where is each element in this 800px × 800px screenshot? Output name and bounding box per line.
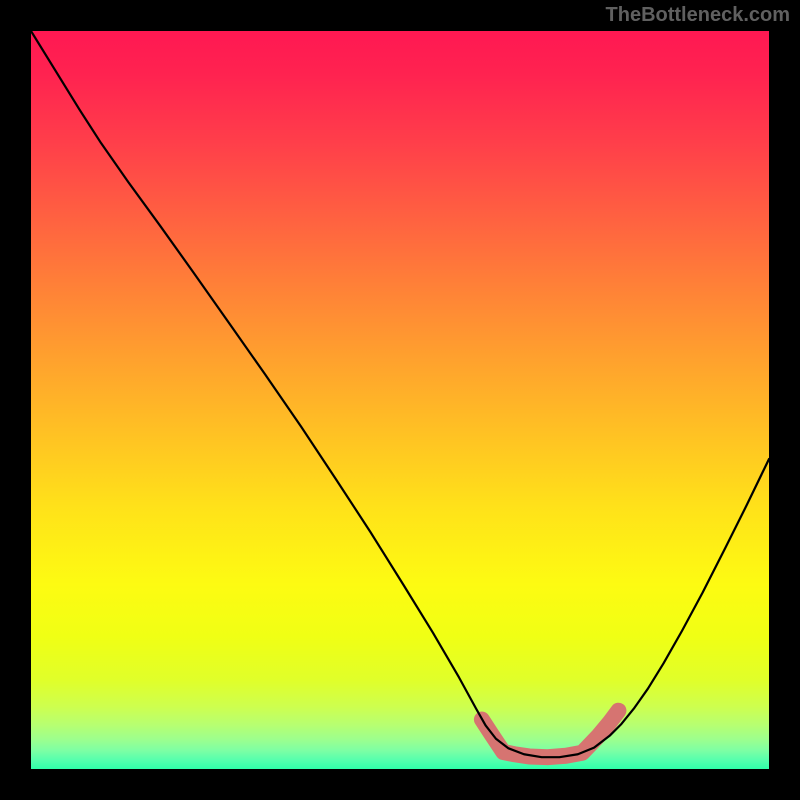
gradient-background [31,31,769,769]
chart-canvas: TheBottleneck.com [0,0,800,800]
chart-svg [31,31,769,769]
watermark-text: TheBottleneck.com [606,4,790,27]
plot-area [31,31,769,769]
